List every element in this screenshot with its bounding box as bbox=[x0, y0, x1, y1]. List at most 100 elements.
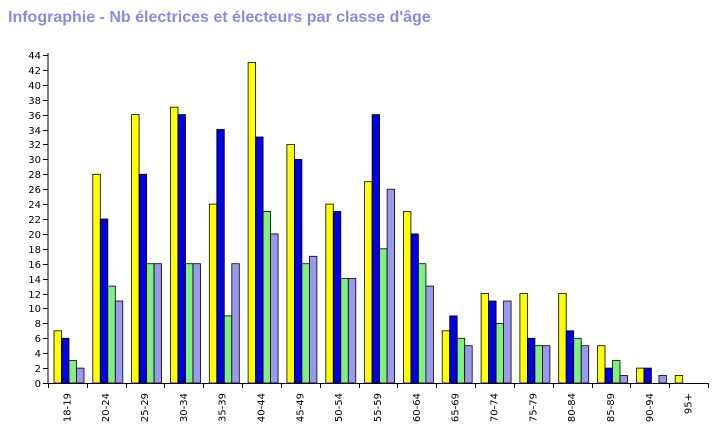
bar-55-59-series2 bbox=[371, 114, 381, 384]
bar-80-84-series2 bbox=[565, 330, 575, 384]
bar-85-89-series4 bbox=[619, 375, 628, 384]
y-tick-label: 24 bbox=[28, 200, 41, 211]
y-tick-label: 28 bbox=[28, 170, 41, 181]
bar-18-19-series2 bbox=[61, 337, 70, 384]
bar-35-39-series1 bbox=[208, 203, 218, 384]
y-tick-label: 36 bbox=[28, 111, 41, 122]
y-tick-label: 32 bbox=[28, 140, 41, 151]
y-tick-label: 10 bbox=[28, 304, 41, 315]
bar-25-29-series2 bbox=[138, 173, 148, 384]
bar-60-64-series2 bbox=[410, 233, 419, 384]
bar-20-24-series4 bbox=[114, 300, 124, 384]
bar-18-19-series3 bbox=[68, 360, 77, 384]
bar-30-34-series2 bbox=[177, 114, 186, 384]
bar-20-24-series3 bbox=[107, 285, 116, 384]
bar-20-24-series2 bbox=[99, 218, 109, 384]
bar-75-79-series1 bbox=[519, 293, 528, 384]
bar-70-74-series3 bbox=[495, 322, 505, 384]
bar-55-59-series1 bbox=[364, 181, 373, 384]
bar-75-79-series3 bbox=[534, 345, 543, 384]
bar-35-39-series4 bbox=[231, 263, 240, 384]
category-label: 18-19 bbox=[62, 393, 73, 422]
y-tick-label: 16 bbox=[28, 260, 41, 271]
y-tick-label: 12 bbox=[28, 290, 41, 301]
y-tick-label: 14 bbox=[28, 275, 41, 286]
bar-85-89-series2 bbox=[604, 367, 613, 384]
bar-75-79-series4 bbox=[542, 345, 551, 384]
category-label: 45-49 bbox=[295, 393, 306, 422]
bar-30-34-series4 bbox=[192, 263, 201, 384]
bar-20-24-series1 bbox=[92, 173, 101, 384]
y-tick-label: 22 bbox=[28, 215, 41, 226]
bar-35-39-series3 bbox=[223, 315, 233, 384]
y-tick-label: 0 bbox=[35, 379, 41, 390]
bar-18-19-series4 bbox=[76, 367, 85, 384]
bar-45-49-series2 bbox=[293, 158, 303, 384]
bar-45-49-series3 bbox=[301, 263, 310, 384]
bar-35-39-series2 bbox=[216, 129, 225, 384]
bar-25-29-series4 bbox=[153, 263, 163, 384]
category-label: 90-94 bbox=[645, 393, 656, 422]
bar-18-19-series1 bbox=[53, 330, 62, 384]
y-tick-label: 40 bbox=[28, 81, 41, 92]
bar-45-49-series1 bbox=[286, 144, 295, 384]
bar-70-74-series4 bbox=[503, 300, 512, 384]
category-label: 85-89 bbox=[606, 393, 617, 422]
bar-25-29-series3 bbox=[146, 263, 155, 384]
y-tick-label: 26 bbox=[28, 185, 41, 196]
bar-65-69-series2 bbox=[449, 315, 458, 384]
bar-55-59-series4 bbox=[386, 188, 396, 384]
bar-30-34-series3 bbox=[185, 263, 194, 384]
bar-50-54-series3 bbox=[340, 278, 349, 384]
bar-60-64-series1 bbox=[402, 211, 412, 384]
bar-60-64-series3 bbox=[417, 263, 427, 384]
chart-title: Infographie - Nb électrices et électeurs… bbox=[8, 9, 431, 26]
y-tick-label: 42 bbox=[28, 66, 41, 77]
bar-25-29-series1 bbox=[131, 114, 140, 384]
bar-50-54-series4 bbox=[347, 278, 357, 384]
y-tick-label: 18 bbox=[28, 245, 41, 256]
bar-55-59-series3 bbox=[379, 248, 388, 384]
bar-40-44-series1 bbox=[247, 62, 257, 384]
bar-65-69-series3 bbox=[456, 337, 466, 384]
bar-90-94-series2 bbox=[643, 367, 652, 384]
bar-85-89-series3 bbox=[612, 360, 621, 384]
category-label: 95+ bbox=[684, 393, 695, 414]
bar-70-74-series2 bbox=[488, 300, 497, 384]
bar-65-69-series1 bbox=[441, 330, 451, 384]
y-tick-label: 44 bbox=[28, 51, 41, 62]
category-label: 20-24 bbox=[101, 393, 112, 422]
y-tick-label: 20 bbox=[28, 230, 41, 241]
bar-30-34-series1 bbox=[170, 106, 179, 384]
y-tick-label: 30 bbox=[28, 155, 41, 166]
y-tick-label: 2 bbox=[35, 364, 41, 375]
bar-85-89-series1 bbox=[597, 345, 606, 384]
bar-75-79-series2 bbox=[527, 337, 536, 384]
bar-80-84-series1 bbox=[558, 293, 567, 384]
y-tick-label: 8 bbox=[35, 319, 41, 330]
bar-95+-series1 bbox=[674, 375, 684, 384]
bar-90-94-series1 bbox=[636, 367, 645, 384]
y-tick-label: 6 bbox=[35, 334, 41, 345]
y-tick-label: 34 bbox=[28, 126, 41, 137]
bar-50-54-series1 bbox=[325, 203, 334, 384]
category-label: 35-39 bbox=[218, 393, 229, 422]
category-label: 60-64 bbox=[412, 393, 423, 422]
bar-45-49-series4 bbox=[308, 255, 318, 384]
category-label: 30-34 bbox=[179, 393, 190, 422]
y-tick-label: 4 bbox=[35, 349, 41, 360]
category-label: 75-79 bbox=[528, 393, 539, 422]
category-label: 65-69 bbox=[451, 393, 462, 422]
bar-65-69-series4 bbox=[464, 345, 473, 384]
category-label: 80-84 bbox=[567, 393, 578, 422]
category-label: 40-44 bbox=[257, 393, 268, 422]
bar-80-84-series4 bbox=[580, 345, 590, 384]
category-label: 55-59 bbox=[373, 393, 384, 422]
bar-90-94-series4 bbox=[658, 375, 667, 384]
bar-60-64-series4 bbox=[425, 285, 434, 384]
bar-70-74-series1 bbox=[480, 293, 490, 384]
category-label: 25-29 bbox=[140, 393, 151, 422]
bar-40-44-series3 bbox=[262, 211, 272, 384]
bar-80-84-series3 bbox=[573, 337, 582, 384]
